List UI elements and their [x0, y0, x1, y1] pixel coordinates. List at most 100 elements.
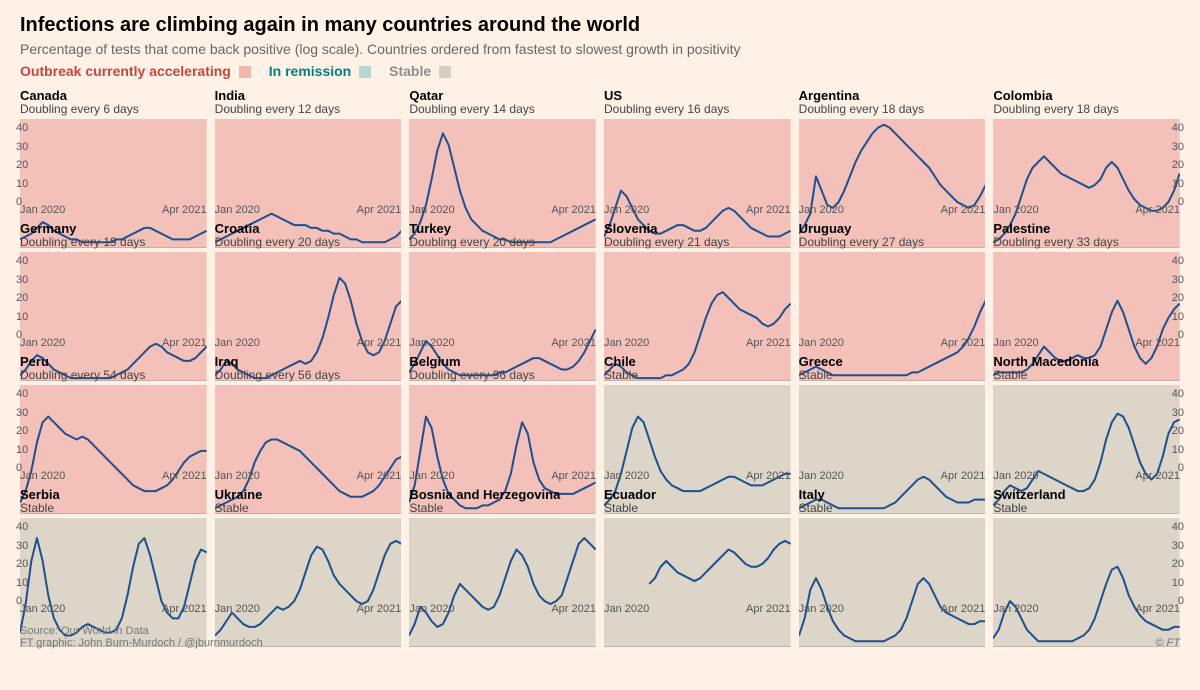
panel-xaxis: Jan 2020Apr 2021 — [799, 470, 986, 484]
panel-xaxis: Jan 2020Apr 2021 — [799, 204, 986, 218]
panel: IraqDoubling every 56 daysJan 2020Apr 20… — [215, 355, 402, 484]
panel-yaxis: 010203040 — [1162, 252, 1184, 335]
panel: EcuadorStable Jan 2020Apr 2021 — [604, 488, 791, 617]
panel-status: Stable — [604, 502, 791, 515]
panel: SloveniaDoubling every 21 days Jan 2020Ap… — [604, 222, 791, 351]
panel-yaxis: 010203040 — [16, 385, 38, 468]
panel: CanadaDoubling every 6 days Jan 2020Apr 2… — [20, 89, 207, 218]
panel-yaxis: 010203040 — [1162, 119, 1184, 202]
panel-status: Doubling every 12 days — [215, 103, 402, 116]
panel: PeruDoubling every 54 days Jan 2020Apr 20… — [20, 355, 207, 484]
panel-country: Ukraine — [215, 488, 402, 502]
panel-status: Doubling every 20 days — [409, 236, 596, 249]
panel-yaxis: 010203040 — [1162, 385, 1184, 468]
panel: SwitzerlandStableJan 2020Apr 20210102030… — [993, 488, 1180, 617]
panel-xaxis: Jan 2020Apr 2021 — [799, 337, 986, 351]
panel: SerbiaStableJan 2020Apr 2021010203040 — [20, 488, 207, 617]
panel-country: US — [604, 89, 791, 103]
footer-credit: FT graphic: John Burn-Murdoch / @jburnmu… — [20, 637, 1180, 649]
panel-xaxis: Jan 2020Apr 2021 — [993, 204, 1180, 218]
panel-country: Italy — [799, 488, 986, 502]
legend-swatch — [439, 66, 451, 78]
panel-status: Doubling every 18 days — [993, 103, 1180, 116]
panel-xaxis: Jan 2020Apr 2021 — [604, 603, 791, 617]
panel-status: Doubling every 96 days — [409, 369, 596, 382]
panel-status: Doubling every 27 days — [799, 236, 986, 249]
panel-country: Slovenia — [604, 222, 791, 236]
panel-country: Chile — [604, 355, 791, 369]
panel-status: Stable — [409, 502, 596, 515]
panel-xaxis: Jan 2020Apr 2021 — [993, 470, 1180, 484]
panel-status: Doubling every 20 days — [215, 236, 402, 249]
panel-country: Switzerland — [993, 488, 1180, 502]
panel-country: Qatar — [409, 89, 596, 103]
panel-country: Ecuador — [604, 488, 791, 502]
panel-country: Peru — [20, 355, 207, 369]
panel-country: Palestine — [993, 222, 1180, 236]
legend-item: In remission — [269, 63, 371, 79]
panel-status: Doubling every 6 days — [20, 103, 207, 116]
panel: ColombiaDoubling every 18 days Jan 2020Ap… — [993, 89, 1180, 218]
panel-xaxis: Jan 2020Apr 2021 — [20, 470, 207, 484]
panel-country: Turkey — [409, 222, 596, 236]
footer: Source: Our World in Data FT graphic: Jo… — [20, 625, 1180, 649]
panel-status: Doubling every 14 days — [409, 103, 596, 116]
panel-xaxis: Jan 2020Apr 2021 — [215, 337, 402, 351]
panel: TurkeyDoubling every 20 daysJan 2020Apr … — [409, 222, 596, 351]
panel: ItalyStable Jan 2020Apr 2021 — [799, 488, 986, 617]
panel-country: Germany — [20, 222, 207, 236]
panel-country: Canada — [20, 89, 207, 103]
panel-status: Doubling every 54 days — [20, 369, 207, 382]
small-multiples-grid: CanadaDoubling every 6 days Jan 2020Apr 2… — [20, 89, 1180, 617]
panel-xaxis: Jan 2020Apr 2021 — [20, 337, 207, 351]
panel-xaxis: Jan 2020Apr 2021 — [604, 337, 791, 351]
panel-xaxis: Jan 2020Apr 2021 — [215, 603, 402, 617]
panel-country: Colombia — [993, 89, 1180, 103]
panel-status: Doubling every 56 days — [215, 369, 402, 382]
footer-source: Source: Our World in Data — [20, 625, 1180, 637]
legend: Outbreak currently accelerating In remis… — [20, 63, 1180, 79]
panel-country: Uruguay — [799, 222, 986, 236]
panel-status: Stable — [993, 502, 1180, 515]
panel-status: Doubling every 18 days — [799, 103, 986, 116]
panel-country: Croatia — [215, 222, 402, 236]
panel-status: Stable — [604, 369, 791, 382]
panel-status: Doubling every 33 days — [993, 236, 1180, 249]
panel-status: Doubling every 19 days — [20, 236, 207, 249]
panel: QatarDoubling every 14 days Jan 2020Apr 2… — [409, 89, 596, 218]
legend-item: Outbreak currently accelerating — [20, 63, 251, 79]
panel-yaxis: 010203040 — [16, 518, 38, 601]
panel: Bosnia and HerzegovinaStableJan 2020Apr … — [409, 488, 596, 617]
panel: UruguayDoubling every 27 days Jan 2020Apr… — [799, 222, 986, 351]
panel: UkraineStable Jan 2020Apr 2021 — [215, 488, 402, 617]
legend-item: Stable — [389, 63, 451, 79]
panel-yaxis: 010203040 — [16, 119, 38, 202]
panel-country: Serbia — [20, 488, 207, 502]
legend-swatch — [359, 66, 371, 78]
page-subtitle: Percentage of tests that come back posit… — [20, 41, 1180, 57]
panel-xaxis: Jan 2020Apr 2021 — [604, 204, 791, 218]
panel-xaxis: Jan 2020Apr 2021 — [409, 204, 596, 218]
footer-copyright: © FT — [1155, 637, 1180, 649]
panel-status: Doubling every 21 days — [604, 236, 791, 249]
panel-status: Stable — [799, 369, 986, 382]
panel: CroatiaDoubling every 20 days Jan 2020Apr… — [215, 222, 402, 351]
panel-country: India — [215, 89, 402, 103]
panel-xaxis: Jan 2020Apr 2021 — [409, 470, 596, 484]
panel-yaxis: 010203040 — [1162, 518, 1184, 601]
panel: ChileStable Jan 2020Apr 2021 — [604, 355, 791, 484]
panel: GreeceStable Jan 2020Apr 2021 — [799, 355, 986, 484]
panel-xaxis: Jan 2020Apr 2021 — [20, 204, 207, 218]
panel-status: Stable — [215, 502, 402, 515]
panel-xaxis: Jan 2020Apr 2021 — [215, 470, 402, 484]
panel-status: Stable — [799, 502, 986, 515]
panel-xaxis: Jan 2020Apr 2021 — [604, 470, 791, 484]
panel-xaxis: Jan 2020Apr 2021 — [20, 603, 207, 617]
panel-country: Belgium — [409, 355, 596, 369]
panel-country: North Macedonia — [993, 355, 1180, 369]
panel-status: Stable — [20, 502, 207, 515]
panel: IndiaDoubling every 12 daysJan 2020Apr 2… — [215, 89, 402, 218]
panel-country: Greece — [799, 355, 986, 369]
panel-country: Bosnia and Herzegovina — [409, 488, 596, 502]
panel-xaxis: Jan 2020Apr 2021 — [799, 603, 986, 617]
